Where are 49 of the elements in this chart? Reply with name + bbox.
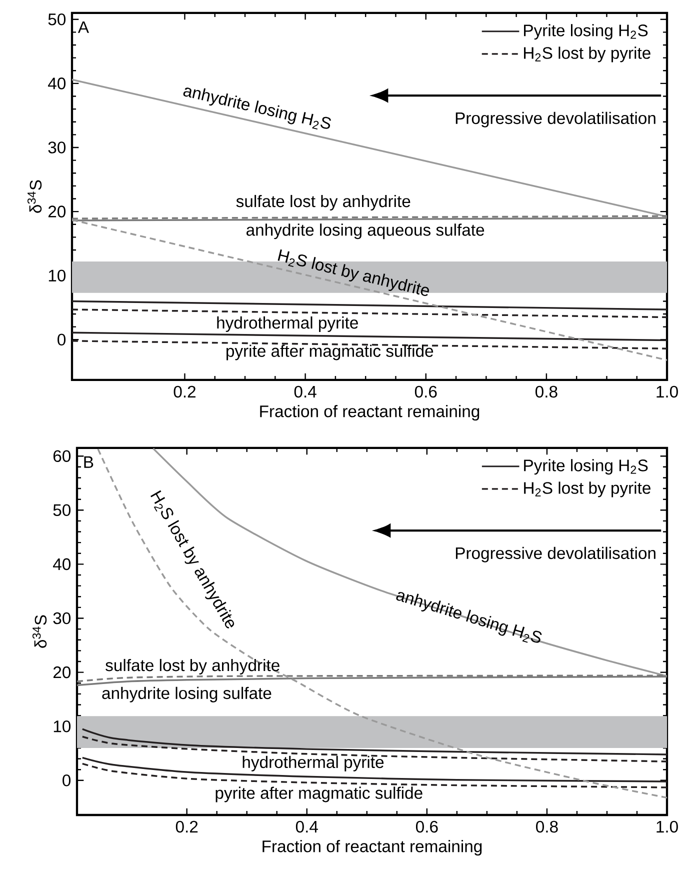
annotation: Progressive devolatilisation [456,546,656,562]
legend-label: Pyrite losing H$_{2}$S [524,24,648,40]
x-tick-label: 1.0 [656,386,678,398]
y-tick-label: 10 [48,270,66,282]
y-tick-label: 20 [53,666,70,678]
y-tick-label: 50 [53,504,70,516]
x-tick-label: 0.2 [174,386,196,398]
y-axis-title: δ$^{34}$S [27,180,42,213]
x-axis-title: Fraction of reactant remaining [262,840,482,856]
x-tick-label: 0.4 [296,820,318,833]
x-tick-label: 0.4 [294,386,316,398]
legend-label: H$_{2}$S lost by pyrite [524,46,650,62]
y-tick-label: 50 [48,14,66,26]
annotation: sulfate lost by anhydrite [105,658,280,674]
x-axis-title: Fraction of reactant remaining [260,404,480,421]
y-axis-title: δ$^{34}$S [32,615,47,648]
annotation: anhydrite losing aqueous sulfate [246,224,484,240]
y-tick-label: 0 [62,774,70,786]
annotation: Progressive devolatilisation [456,112,656,128]
annotation: B [84,456,94,468]
annotation: hydrothermal pyrite [217,316,358,332]
line-series [152,448,667,677]
annotation: anhydrite losing H$_{2}$S [183,88,331,130]
annotation: A [78,21,89,33]
legend-label: H$_{2}$S lost by pyrite [524,482,650,498]
y-tick-label: 60 [53,450,70,462]
annotation: pyrite after magmatic sulfide [216,786,422,802]
y-tick-label: 30 [48,142,66,154]
y-tick-label: 10 [54,720,70,732]
line-series [81,756,667,782]
annotation: H$_{2}$S lost by anhydrite [278,249,429,296]
x-tick-label: 0.6 [416,820,438,833]
y-tick-label: 0 [57,334,66,346]
annotation: pyrite after magmatic sulfide [226,344,434,360]
annotation: anhydrite losing sulfate [102,686,272,702]
x-tick-label: 0.2 [176,820,198,833]
y-tick-label: 20 [48,206,66,218]
annotation: anhydrite losing H$_{2}$S [396,592,542,643]
legend-label: Pyrite losing H$_{2}$S [524,459,648,475]
x-tick-label: 0.8 [536,820,558,833]
x-tick-label: 1.0 [656,820,678,833]
y-tick-label: 40 [48,78,66,90]
line-series [81,728,667,756]
y-tick-label: 40 [52,558,70,570]
annotation: sulfate lost by anhydrite [236,194,410,210]
y-tick-label: 30 [53,612,70,624]
annotation: hydrothermal pyrite [242,756,384,772]
x-tick-label: 0.8 [535,386,558,398]
x-tick-label: 0.6 [414,386,437,398]
